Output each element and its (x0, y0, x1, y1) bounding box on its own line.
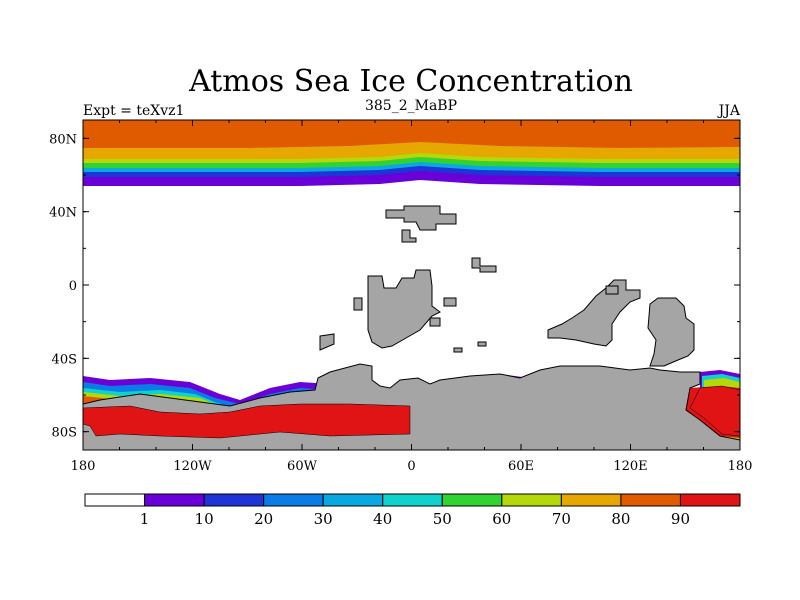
arctic-band-90 (83, 120, 740, 148)
x-tick-label: 120W (173, 459, 212, 474)
colorbar-label: 80 (611, 510, 630, 528)
colorbar-label: 40 (373, 510, 392, 528)
antarctic-ice-overlay-far-east (689, 385, 740, 437)
x-tick-label: 180 (728, 459, 753, 474)
right-string: JJA (717, 103, 741, 119)
colorbar-label: 10 (195, 510, 214, 528)
colorbar-label: 50 (433, 510, 452, 528)
x-tick-label: 180 (71, 459, 96, 474)
colorbar-swatch (679, 493, 741, 507)
y-tick-label: 80S (52, 426, 77, 441)
colorbar-label: 70 (552, 510, 571, 528)
colorbar-label: 90 (671, 510, 690, 528)
colorbar-swatch (441, 493, 503, 507)
y-tick-label: 80N (49, 132, 77, 147)
x-axis: 180 120W 60W 0 60E 120E 180 (71, 120, 753, 474)
x-tick-label: 0 (407, 459, 415, 474)
colorbar-label: 20 (254, 510, 273, 528)
x-tick-label: 120E (613, 459, 647, 474)
colorbar-swatch (144, 493, 205, 507)
y-tick-label: 40S (52, 352, 77, 367)
x-tick-label: 60W (287, 459, 318, 474)
colorbar-swatch (382, 493, 443, 507)
colorbar-swatch (203, 493, 265, 507)
land-small-8 (605, 285, 619, 295)
y-tick-label: 40N (49, 206, 77, 221)
land-small-2 (471, 257, 497, 273)
land-australia (647, 297, 695, 367)
colorbar-swatch (263, 493, 324, 507)
land-small-4 (443, 297, 457, 307)
land-south-america-tip (319, 333, 335, 351)
land-small-1 (401, 229, 417, 243)
map-field (83, 120, 740, 450)
y-axis: 80N 40N 0 40S 80S (49, 132, 740, 441)
colorbar-label: 60 (492, 510, 511, 528)
center-string: 385_2_MaBP (365, 98, 457, 114)
colorbar-label: 30 (314, 510, 333, 528)
land-small-5 (429, 317, 441, 327)
antarctic-ice-overlay (83, 403, 411, 439)
colorbar-swatch (322, 493, 384, 507)
land-small-6 (453, 347, 463, 353)
colorbar-label: 1 (140, 510, 150, 528)
arctic-ice (83, 120, 740, 186)
land-africa (367, 269, 441, 349)
land-small-3 (353, 297, 363, 311)
colorbar-swatch (560, 493, 622, 507)
left-string: Expt = teXvz1 (83, 103, 184, 119)
colorbar-swatch (84, 493, 146, 507)
colorbar-swatch (501, 493, 562, 507)
colorbar-swatch (620, 493, 681, 507)
y-tick-label: 0 (69, 279, 77, 294)
land-small-7 (477, 341, 487, 347)
land-north-africa-islands (385, 205, 457, 231)
x-tick-label: 60E (508, 459, 534, 474)
land-asia-south (547, 279, 641, 347)
chart-title: Atmos Sea Ice Concentration (188, 64, 633, 99)
colorbar: 1 10 20 30 40 50 60 70 80 90 (84, 493, 741, 528)
